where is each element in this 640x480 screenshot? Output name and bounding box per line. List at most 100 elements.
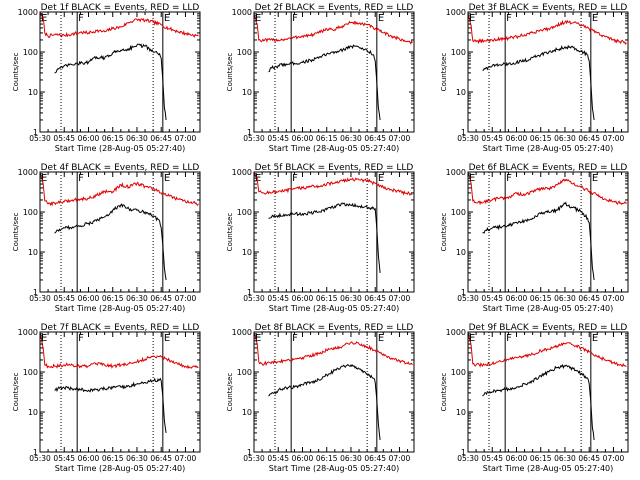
x-axis-label: Start Time (28-Aug-05 05:27:40)	[55, 304, 186, 313]
event-marker-label: F	[506, 333, 512, 344]
event-marker-label: E	[41, 13, 47, 24]
x-tick-label: 06:15	[530, 454, 552, 463]
x-tick-label: 06:00	[78, 294, 100, 303]
plot-frame	[39, 331, 201, 453]
chart-title: Det 9f BLACK = Events, RED = LLD	[469, 323, 628, 333]
event-marker-label: E	[41, 173, 47, 184]
y-axis-label: Counts/sec	[12, 213, 20, 252]
x-tick-label: 06:15	[102, 134, 124, 143]
event-marker-label: F	[292, 333, 298, 344]
y-tick-label: 10	[28, 408, 38, 417]
x-tick-label: 05:30	[457, 294, 479, 303]
x-axis-label: Start Time (28-Aug-05 05:27:40)	[269, 144, 400, 153]
y-axis-label: Counts/sec	[12, 53, 20, 92]
x-tick-label: 05:30	[243, 454, 265, 463]
y-axis-label: Counts/sec	[440, 373, 448, 412]
x-axis-label: Start Time (28-Aug-05 05:27:40)	[483, 304, 614, 313]
event-marker-label: F	[292, 13, 298, 24]
x-tick-label: 05:45	[53, 134, 75, 143]
lld-series-line	[468, 13, 627, 46]
y-tick-label: 10	[456, 88, 466, 97]
event-marker-label: E	[164, 333, 170, 344]
y-axis-label: Counts/sec	[226, 373, 234, 412]
y-tick-label: 1000	[446, 328, 466, 337]
x-tick-label: 05:45	[481, 134, 503, 143]
x-tick-label: 05:45	[267, 134, 289, 143]
x-tick-label: 06:30	[340, 134, 362, 143]
y-tick-label: 1	[461, 448, 466, 457]
x-tick-label: 07:00	[389, 454, 411, 463]
event-marker-label: F	[78, 173, 84, 184]
x-tick-label: 07:00	[603, 294, 625, 303]
plot-frame	[467, 11, 629, 133]
events-series-line	[482, 44, 595, 121]
event-marker-label: E	[378, 173, 384, 184]
y-tick-label: 1	[247, 448, 252, 457]
x-tick-label: 05:45	[53, 454, 75, 463]
y-tick-label: 10	[242, 248, 252, 257]
y-tick-label: 1	[33, 448, 38, 457]
x-tick-label: 05:30	[243, 134, 265, 143]
y-tick-label: 10	[28, 88, 38, 97]
y-tick-label: 1000	[446, 168, 466, 177]
x-axis-label: Start Time (28-Aug-05 05:27:40)	[269, 304, 400, 313]
y-tick-label: 100	[451, 48, 466, 57]
events-series-line	[268, 44, 381, 121]
event-marker-label: E	[592, 173, 598, 184]
x-tick-label: 06:30	[126, 454, 148, 463]
x-tick-label: 06:15	[530, 294, 552, 303]
y-tick-label: 1	[247, 288, 252, 297]
x-tick-label: 06:15	[102, 294, 124, 303]
chart-title: Det 5f BLACK = Events, RED = LLD	[255, 163, 414, 173]
events-series-line	[482, 201, 595, 281]
x-tick-label: 05:30	[29, 134, 51, 143]
x-tick-label: 06:45	[578, 454, 600, 463]
x-axis-label: Start Time (28-Aug-05 05:27:40)	[55, 464, 186, 473]
event-marker-label: E	[378, 333, 384, 344]
x-tick-label: 06:00	[292, 134, 314, 143]
events-series-line	[268, 363, 381, 441]
x-tick-label: 07:00	[175, 134, 197, 143]
x-tick-label: 06:45	[150, 454, 172, 463]
plot-frame	[467, 171, 629, 293]
lld-series-line	[254, 172, 413, 197]
event-marker-label: E	[469, 333, 475, 344]
plot-frame	[39, 171, 201, 293]
y-axis-label: Counts/sec	[226, 53, 234, 92]
y-tick-label: 1000	[232, 328, 252, 337]
y-tick-label: 1000	[18, 168, 38, 177]
x-tick-label: 07:00	[175, 294, 197, 303]
events-series-line	[268, 202, 381, 273]
events-series-line	[54, 43, 167, 121]
plot-frame	[253, 171, 415, 293]
y-tick-label: 1000	[18, 328, 38, 337]
x-tick-label: 06:45	[150, 294, 172, 303]
event-marker-label: E	[164, 173, 170, 184]
x-tick-label: 07:00	[603, 134, 625, 143]
x-tick-label: 06:45	[578, 134, 600, 143]
event-marker-label: E	[255, 333, 261, 344]
lld-series-line	[40, 172, 199, 207]
x-tick-label: 06:00	[78, 454, 100, 463]
x-tick-label: 05:45	[267, 454, 289, 463]
x-tick-label: 06:15	[530, 134, 552, 143]
x-axis-label: Start Time (28-Aug-05 05:27:40)	[483, 464, 614, 473]
y-tick-label: 100	[237, 48, 252, 57]
x-tick-label: 05:45	[53, 294, 75, 303]
lld-series-line	[254, 13, 413, 45]
y-tick-label: 100	[237, 208, 252, 217]
y-tick-label: 1000	[232, 168, 252, 177]
y-tick-label: 100	[23, 368, 38, 377]
x-tick-label: 06:00	[292, 454, 314, 463]
y-tick-label: 1	[33, 288, 38, 297]
plot-frame	[253, 331, 415, 453]
y-tick-label: 1	[461, 128, 466, 137]
x-tick-label: 06:30	[340, 294, 362, 303]
y-tick-label: 100	[23, 208, 38, 217]
x-tick-label: 05:30	[29, 454, 51, 463]
event-marker-label: E	[255, 173, 261, 184]
